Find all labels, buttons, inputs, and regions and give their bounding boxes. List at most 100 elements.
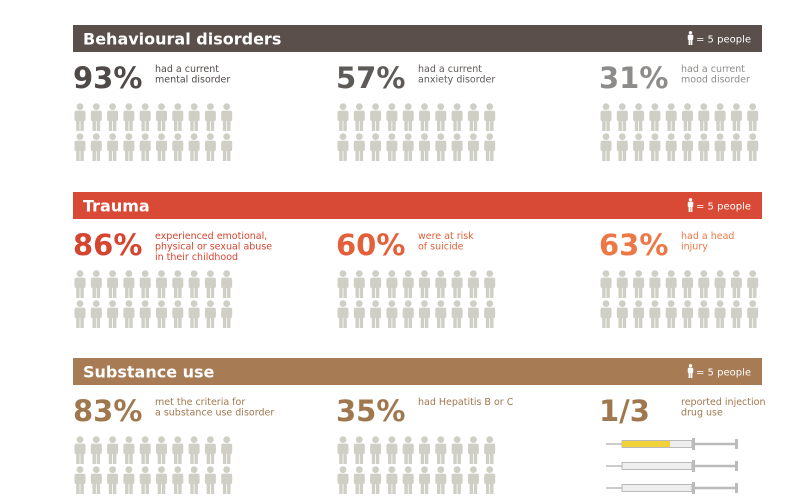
person-icon-empty — [633, 133, 645, 161]
person-icon-empty — [665, 300, 677, 328]
person-icon-empty — [386, 436, 398, 464]
person-icon-empty — [467, 436, 479, 464]
person-icon-empty — [402, 466, 414, 494]
stat-value: 57% — [336, 61, 405, 95]
person-icon-empty — [204, 466, 216, 494]
section-title: Trauma — [83, 197, 150, 216]
person-icon-empty — [435, 103, 447, 131]
section-header — [73, 192, 762, 219]
plunger-end — [735, 483, 738, 493]
person-icon-empty — [633, 103, 645, 131]
person-icon-empty — [123, 466, 135, 494]
stat-description: physical or sexual abuse — [155, 242, 272, 253]
person-icon-empty — [419, 300, 430, 328]
stat-value: 63% — [599, 228, 668, 262]
person-icon-empty — [714, 300, 726, 328]
flange — [692, 460, 695, 472]
person-icon-empty — [698, 300, 710, 328]
person-icon-empty — [730, 300, 742, 328]
stat-description: had Hepatitis B or C — [418, 397, 514, 408]
stat-value: 35% — [336, 394, 405, 428]
person-icon-empty — [139, 436, 151, 464]
section-header — [73, 358, 762, 385]
person-icon-empty — [204, 103, 216, 131]
person-icon-empty — [730, 103, 742, 131]
person-icon-empty — [221, 133, 233, 161]
person-icon-empty — [451, 103, 463, 131]
person-icon-empty — [698, 133, 710, 161]
person-icon-empty — [353, 436, 365, 464]
person-icon-empty — [649, 133, 661, 161]
person-icon-empty — [467, 270, 479, 298]
person-icon-empty — [714, 103, 726, 131]
person-icon-empty — [419, 466, 430, 494]
person-icon-empty — [107, 300, 119, 328]
stat-description: mental disorder — [155, 75, 230, 86]
person-icon-empty — [402, 270, 414, 298]
person-icon-empty — [337, 270, 349, 298]
person-icon-empty — [386, 466, 398, 494]
person-icon-empty — [370, 103, 382, 131]
person-icon-empty — [139, 300, 151, 328]
legend-text: = 5 people — [696, 202, 751, 213]
person-icon-empty — [172, 436, 184, 464]
person-icon-empty — [172, 103, 184, 131]
person-icon-empty — [682, 103, 693, 131]
stat-description: injury — [681, 242, 708, 253]
stat-description: were at risk — [418, 231, 474, 242]
person-icon-empty — [353, 103, 365, 131]
person-icon-empty — [74, 270, 86, 298]
liquid — [622, 441, 670, 447]
person-icon-empty — [467, 466, 479, 494]
person-icon-empty — [74, 103, 86, 131]
person-icon-empty — [156, 270, 167, 298]
person-icon-empty — [74, 436, 86, 464]
stat-description: anxiety disorder — [418, 75, 495, 86]
person-icon-empty — [714, 133, 726, 161]
person-icon-empty — [484, 300, 496, 328]
person-icon-empty — [484, 466, 496, 494]
stat-value: 93% — [73, 61, 142, 95]
person-icon-empty — [616, 133, 628, 161]
person-icon-empty — [107, 103, 119, 131]
person-icon-empty — [451, 466, 463, 494]
person-icon-empty — [90, 133, 102, 161]
person-icon-empty — [139, 270, 151, 298]
stat-description: reported injection — [681, 397, 765, 408]
person-icon-empty — [221, 103, 233, 131]
person-icon-empty — [156, 103, 167, 131]
person-icon-empty — [633, 270, 645, 298]
person-icon-empty — [172, 466, 184, 494]
person-icon-empty — [90, 436, 102, 464]
syringe — [606, 482, 738, 494]
person-icon-empty — [188, 436, 200, 464]
person-icon-empty — [665, 103, 677, 131]
person-icon-empty — [353, 133, 365, 161]
person-icon-empty — [600, 270, 612, 298]
person-icon-empty — [682, 133, 693, 161]
person-icon-empty — [747, 103, 759, 131]
flange — [692, 438, 695, 450]
person-icon-empty — [107, 133, 119, 161]
person-icon-empty — [600, 103, 612, 131]
person-icon-empty — [188, 133, 200, 161]
person-icon-empty — [221, 466, 233, 494]
person-icon-empty — [402, 436, 414, 464]
person-icon-empty — [370, 270, 382, 298]
person-icon-empty — [370, 466, 382, 494]
person-icon-empty — [353, 466, 365, 494]
person-icon-empty — [188, 466, 200, 494]
person-icon-empty — [370, 436, 382, 464]
person-icon-empty — [665, 133, 677, 161]
person-icon-empty — [451, 436, 463, 464]
person-icon-empty — [386, 103, 398, 131]
person-icon-empty — [204, 270, 216, 298]
person-icon-empty — [188, 300, 200, 328]
person-icon-empty — [337, 466, 349, 494]
stat-description: met the criteria for — [155, 397, 245, 408]
barrel — [621, 462, 693, 470]
person-icon-empty — [221, 436, 233, 464]
person-icon-empty — [435, 133, 447, 161]
section-title: Behavioural disorders — [83, 30, 281, 49]
